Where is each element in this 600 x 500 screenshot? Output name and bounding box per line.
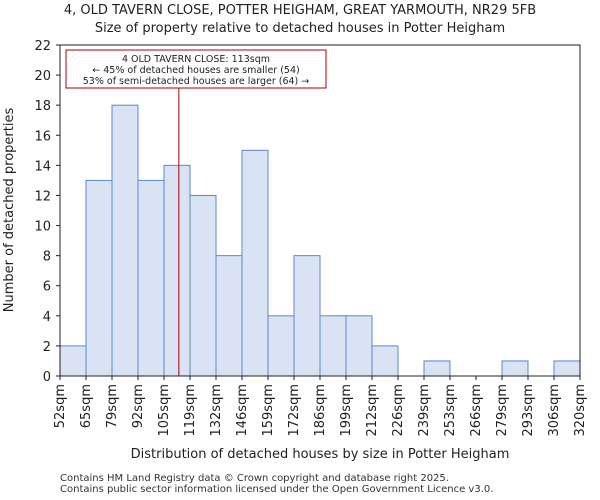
x-tick-label: 293sqm [521,384,536,437]
bar-132sqm [215,255,243,377]
y-tick-label: 14 [34,159,51,174]
histogram-chart: 0 2 4 6 8 10 12 14 16 18 20 22 52sqm 65sqm 79sqm 92sqm… [2,39,588,462]
annotation-line-3: 53% of semi-detached houses are larger (… [83,76,310,87]
x-tick-label: 119sqm [183,384,198,437]
x-tick-label: 199sqm [339,384,354,437]
x-tick-label: 132sqm [209,384,224,437]
bar-159sqm [267,315,295,377]
y-tick-label: 20 [34,69,51,84]
y-tick-label: 10 [34,220,51,235]
chart-title: 4, OLD TAVERN CLOSE, POTTER HEIGHAM, GRE… [63,3,537,18]
y-tick-label: 18 [34,99,51,114]
annotation-line-1: 4 OLD TAVERN CLOSE: 113sqm [122,54,270,65]
x-tick-label: 212sqm [365,384,380,437]
bar-79sqm [111,104,139,377]
bar-52sqm [59,345,87,377]
x-tick-label: 186sqm [313,384,328,437]
y-tick-label: 16 [34,129,51,144]
bar-119sqm [189,194,217,377]
y-tick-label: 2 [43,340,51,355]
bar-279sqm [501,360,529,377]
annotation-line-2: ← 45% of detached houses are smaller (54… [92,65,299,76]
x-tick-label: 239sqm [417,384,432,437]
x-ticks: 52sqm 65sqm 79sqm 92sqm 105sqm 119sqm 132sqm 14… [53,376,588,437]
y-axis-label: Number of detached properties [2,108,17,313]
bar-199sqm [345,315,373,377]
y-tick-label: 4 [43,310,51,325]
x-tick-label: 79sqm [105,384,120,428]
x-tick-label: 172sqm [287,384,302,437]
x-tick-label: 52sqm [53,384,68,428]
x-tick-label: 92sqm [131,384,146,428]
y-tick-label: 0 [43,370,51,385]
x-tick-label: 65sqm [79,384,94,428]
bar-212sqm [371,345,399,377]
footer-copyright: Contains HM Land Registry data © Crown c… [60,473,449,484]
x-tick-label: 306sqm [547,384,562,437]
bar-186sqm [319,315,347,377]
x-axis-label: Distribution of detached houses by size … [131,447,510,462]
y-tick-label: 8 [43,250,51,265]
bar-65sqm [85,179,113,377]
x-tick-label: 320sqm [573,384,588,437]
y-tick-label: 22 [34,39,51,54]
bar-92sqm [137,179,165,377]
annotation-frame [65,49,327,89]
x-tick-label: 105sqm [157,384,172,437]
y-tick-label: 12 [34,189,51,204]
y-ticks: 0 2 4 6 8 10 12 14 16 18 20 22 [34,39,60,385]
bar-105sqm [163,164,191,377]
x-tick-label: 253sqm [443,384,458,437]
x-tick-label: 159sqm [261,384,276,437]
bar-239sqm [423,360,451,377]
bar-146sqm [241,149,269,377]
chart-subtitle: Size of property relative to detached ho… [94,21,506,36]
x-tick-label: 146sqm [235,384,250,437]
x-tick-label: 266sqm [469,384,484,437]
bars-group [59,104,581,377]
bar-306sqm [553,360,581,377]
footer-licence: Contains public sector information licen… [60,484,494,495]
y-tick-label: 6 [43,280,51,295]
annotation-box: 4 OLD TAVERN CLOSE: 113sqm ← 45% of deta… [65,49,327,89]
bar-172sqm [293,255,321,377]
x-tick-label: 226sqm [391,384,406,437]
x-tick-label: 279sqm [495,384,510,437]
